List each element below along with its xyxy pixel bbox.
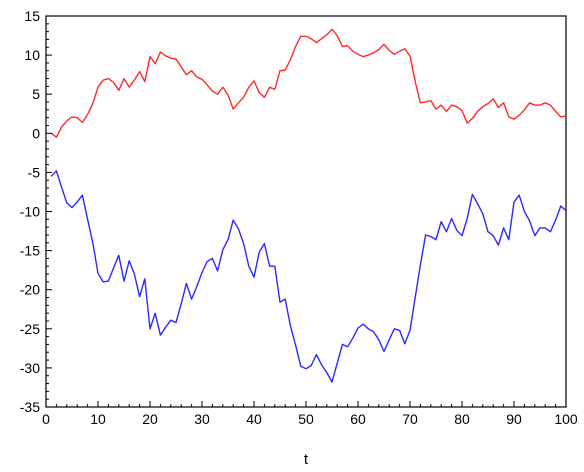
y-tick-label: 10 <box>24 47 40 63</box>
ticks-layer: 0 10 20 30 40 50 60 70 80 90 100151050-5-10-15-20-… <box>20 8 578 427</box>
y-tick-label: -25 <box>20 321 40 337</box>
x-tick-label: 40 <box>246 411 262 427</box>
x-tick-label: 90 <box>506 411 522 427</box>
x-tick-label: 70 <box>402 411 418 427</box>
y-tick-label: -20 <box>20 282 40 298</box>
plot-area <box>45 15 567 408</box>
y-tick-label: -15 <box>20 243 40 259</box>
x-tick-label: 80 <box>454 411 470 427</box>
y-tick-label: -5 <box>28 164 41 180</box>
x-tick-label: 0 <box>42 411 50 427</box>
y-tick-label: 15 <box>24 8 40 24</box>
x-tick-label: 60 <box>350 411 366 427</box>
x-tick-label: 100 <box>554 411 578 427</box>
y-tick-label: 5 <box>32 86 40 102</box>
series-layer <box>50 28 567 383</box>
series-line-2 <box>50 170 567 383</box>
x-tick-label: 10 <box>90 411 106 427</box>
x-axis-title: t <box>304 451 309 468</box>
y-tick-label: 0 <box>32 125 40 141</box>
series-line-1 <box>50 28 567 138</box>
y-tick-label: -35 <box>20 399 40 415</box>
x-tick-label: 50 <box>298 411 314 427</box>
y-tick-label: -10 <box>20 204 40 220</box>
x-tick-label: 30 <box>194 411 210 427</box>
y-tick-label: -30 <box>20 360 40 376</box>
x-tick-label: 20 <box>142 411 158 427</box>
